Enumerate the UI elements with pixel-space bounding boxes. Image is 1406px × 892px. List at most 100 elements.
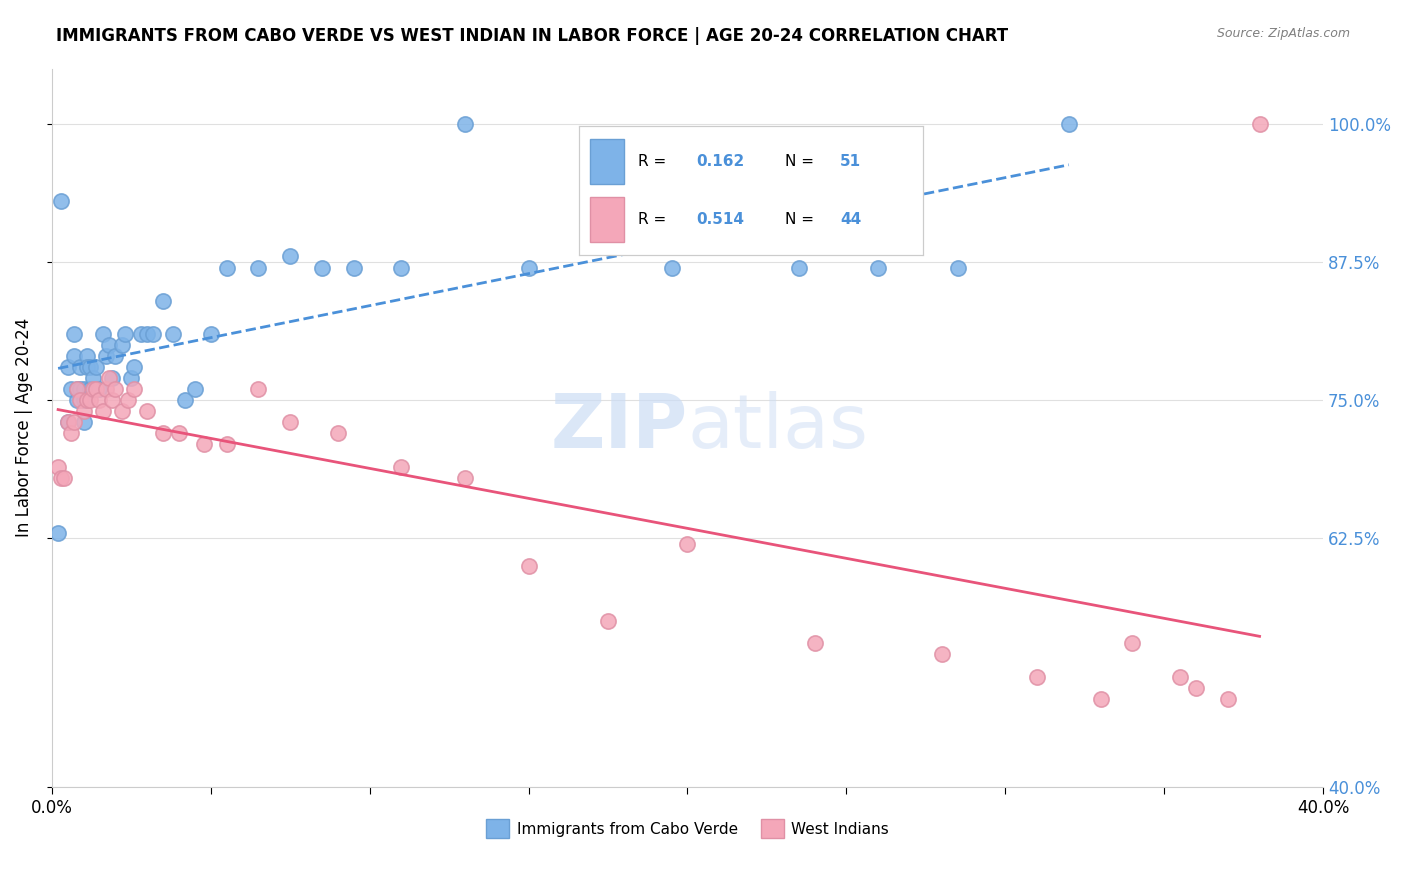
Point [1168,670,1191,684]
Text: IMMIGRANTS FROM CABO VERDE VS WEST INDIAN IN LABOR FORCE | AGE 20-24 CORRELATION: IMMIGRANTS FROM CABO VERDE VS WEST INDIA… [56,27,1008,45]
Point [136,404,159,418]
Point [129,326,152,341]
Point [184,382,207,396]
Point [66,382,89,396]
Point [89,382,111,396]
Point [278,415,301,429]
Point [868,260,890,275]
Point [200,326,222,341]
Point [931,648,953,662]
Point [152,293,174,308]
Text: Source: ZipAtlas.com: Source: ZipAtlas.com [1216,27,1350,40]
Point [82,382,104,396]
Point [97,371,120,385]
Point [215,437,238,451]
Point [152,426,174,441]
Point [114,326,136,341]
Point [1216,691,1239,706]
Point [517,559,540,574]
Point [676,537,699,551]
Point [661,260,683,275]
Point [69,382,91,396]
Point [89,393,111,408]
Point [111,338,134,352]
Point [63,349,86,363]
Point [63,415,86,429]
Point [66,382,89,396]
Point [104,382,127,396]
Point [53,470,76,484]
Point [278,250,301,264]
Point [311,260,333,275]
Point [69,359,91,374]
Point [596,615,619,629]
Point [120,371,142,385]
Point [72,404,94,418]
Point [215,260,238,275]
Point [124,382,146,396]
Point [1090,691,1112,706]
Point [79,359,101,374]
Point [69,393,91,408]
Point [56,415,79,429]
Point [94,349,117,363]
Point [174,393,197,408]
Point [104,349,127,363]
Point [454,470,477,484]
Point [326,426,349,441]
Point [247,260,270,275]
Point [117,393,139,408]
Point [343,260,366,275]
Point [136,326,159,341]
Point [76,393,98,408]
Point [66,393,89,408]
Point [59,426,82,441]
Point [84,382,107,396]
Point [1185,681,1208,695]
Point [247,382,270,396]
Point [517,260,540,275]
Point [51,470,73,484]
Point [46,525,69,540]
Point [79,393,101,408]
Point [76,359,98,374]
Point [1057,117,1080,131]
Point [63,326,86,341]
Point [72,382,94,396]
Point [94,382,117,396]
Point [1026,670,1049,684]
Point [787,260,810,275]
Y-axis label: In Labor Force | Age 20-24: In Labor Force | Age 20-24 [15,318,32,538]
Point [111,404,134,418]
Point [167,426,190,441]
Point [72,415,94,429]
Point [56,359,79,374]
Point [1249,117,1271,131]
Point [84,359,107,374]
Point [82,371,104,385]
Point [946,260,969,275]
Point [124,359,146,374]
Point [193,437,215,451]
Point [389,260,412,275]
Point [142,326,165,341]
Point [91,404,114,418]
Point [46,459,69,474]
Point [79,382,101,396]
Legend: Immigrants from Cabo Verde, West Indians: Immigrants from Cabo Verde, West Indians [479,814,896,844]
Point [76,349,98,363]
Point [97,338,120,352]
Text: ZIP: ZIP [550,392,688,465]
Point [101,393,124,408]
Point [59,382,82,396]
Point [56,415,79,429]
Text: atlas: atlas [688,392,869,465]
Point [803,636,825,650]
Point [72,393,94,408]
Point [454,117,477,131]
Point [51,194,73,209]
Point [1121,636,1143,650]
Point [389,459,412,474]
Point [162,326,184,341]
Point [91,326,114,341]
